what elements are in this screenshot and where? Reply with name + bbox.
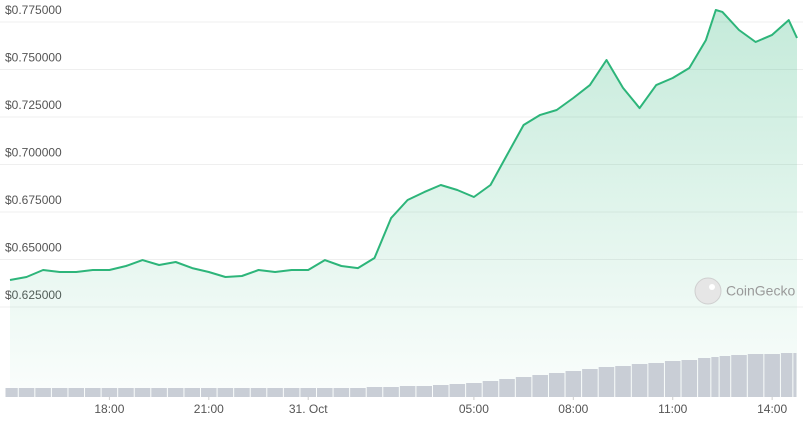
volume-bar: [18, 388, 35, 397]
volume-bar: [101, 388, 118, 397]
y-tick-label: $0.675000: [5, 193, 62, 207]
volume-bar: [366, 387, 383, 397]
volume-bar: [85, 388, 101, 397]
volume-bar: [548, 373, 565, 397]
volume-bar: [134, 388, 151, 397]
volume-bar: [698, 358, 711, 397]
volume-bar: [267, 388, 283, 397]
watermark-text: CoinGecko: [726, 283, 795, 299]
x-tick-label: 21:00: [194, 402, 224, 416]
volume-bar: [217, 388, 234, 397]
volume-bar: [316, 388, 333, 397]
volume-bar: [51, 388, 68, 397]
volume-bar: [648, 363, 664, 397]
y-tick-label: $0.775000: [5, 3, 62, 17]
volume-bar: [201, 388, 217, 397]
volume-bar: [598, 367, 615, 397]
volume-bar: [333, 388, 350, 397]
volume-bar: [68, 388, 85, 397]
volume-bar: [432, 385, 449, 397]
volume-bar: [151, 388, 167, 397]
volume-bar: [118, 388, 134, 397]
volume-bar: [681, 360, 698, 397]
x-tick-label: 05:00: [459, 402, 489, 416]
watermark: CoinGecko: [694, 277, 795, 305]
volume-bar: [764, 354, 780, 397]
price-line: [9, 9, 798, 281]
volume-bar: [565, 371, 582, 397]
volume-bar: [184, 388, 201, 397]
volume-bar: [399, 386, 416, 397]
volume-bar: [250, 388, 267, 397]
y-tick-label: $0.725000: [5, 98, 62, 112]
volume-bar: [416, 386, 432, 397]
volume-bar: [615, 366, 631, 397]
price-area: [9, 10, 798, 397]
volume-bar: [532, 375, 548, 397]
volume-bar: [780, 353, 793, 397]
volume-bar: [719, 356, 731, 397]
volume-bar: [731, 355, 747, 397]
volume-bar: [5, 388, 18, 397]
volume-bar: [466, 383, 482, 397]
volume-bar: [300, 388, 316, 397]
volume-bar: [283, 388, 300, 397]
x-tick-label: 18:00: [94, 402, 124, 416]
volume-bar: [793, 353, 797, 397]
x-tick-label: 11:00: [658, 402, 687, 416]
volume-bar: [350, 388, 366, 397]
volume-bar: [35, 388, 51, 397]
x-tick-label: 31. Oct: [289, 402, 328, 416]
y-tick-label: $0.700000: [5, 146, 62, 160]
volume-bar: [631, 364, 648, 397]
watermark-eye: [709, 284, 715, 290]
volume-bar: [664, 361, 681, 397]
volume-bar: [582, 369, 598, 397]
volume-bar: [515, 377, 532, 397]
y-tick-label: $0.750000: [5, 51, 62, 65]
volume-bar: [383, 387, 399, 397]
volume-bar: [747, 354, 764, 397]
y-tick-label: $0.650000: [5, 241, 62, 255]
volume-bar: [711, 357, 719, 397]
volume-bar: [449, 384, 466, 397]
volume-bar: [167, 388, 184, 397]
watermark-logo: [694, 277, 722, 305]
volume-bar: [234, 388, 250, 397]
x-tick-label: 08:00: [558, 402, 588, 416]
x-tick-label: 14:00: [757, 402, 787, 416]
volume-bar: [499, 379, 515, 397]
volume-bar: [482, 381, 499, 397]
